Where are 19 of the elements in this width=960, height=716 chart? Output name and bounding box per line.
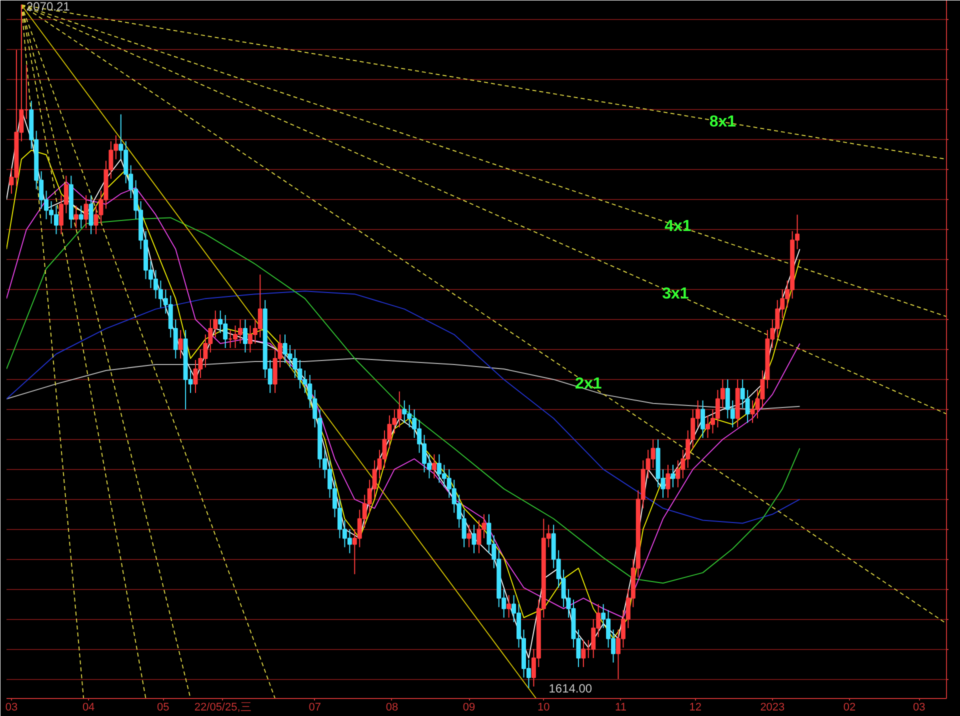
annotation: 8x1 xyxy=(709,113,736,130)
x-tick-label: 11 xyxy=(615,702,626,714)
annotation: 1614.00 xyxy=(548,682,592,696)
x-tick-label: 03 xyxy=(5,702,18,714)
x-tick-label: 2023 xyxy=(760,702,785,714)
x-tick-label: 04 xyxy=(82,702,95,714)
x-tick-label: 10 xyxy=(538,702,550,714)
annotation: 2x1 xyxy=(575,375,602,392)
annotation: 2070.21 xyxy=(26,0,70,14)
annotation: 4x1 xyxy=(664,218,692,236)
x-tick-label: 09 xyxy=(462,702,476,714)
x-tick-label: 02 xyxy=(843,702,856,714)
annotation: 3x1 xyxy=(662,286,689,303)
x-tick-label: 08 xyxy=(386,702,398,714)
x-tick-label: 22/05/25,三 xyxy=(194,702,252,714)
x-tick-label: 12 xyxy=(689,702,702,714)
x-tick-label: 03 xyxy=(913,702,926,714)
x-tick-label: 05 xyxy=(157,702,170,714)
x-tick-label: 07 xyxy=(308,702,321,714)
